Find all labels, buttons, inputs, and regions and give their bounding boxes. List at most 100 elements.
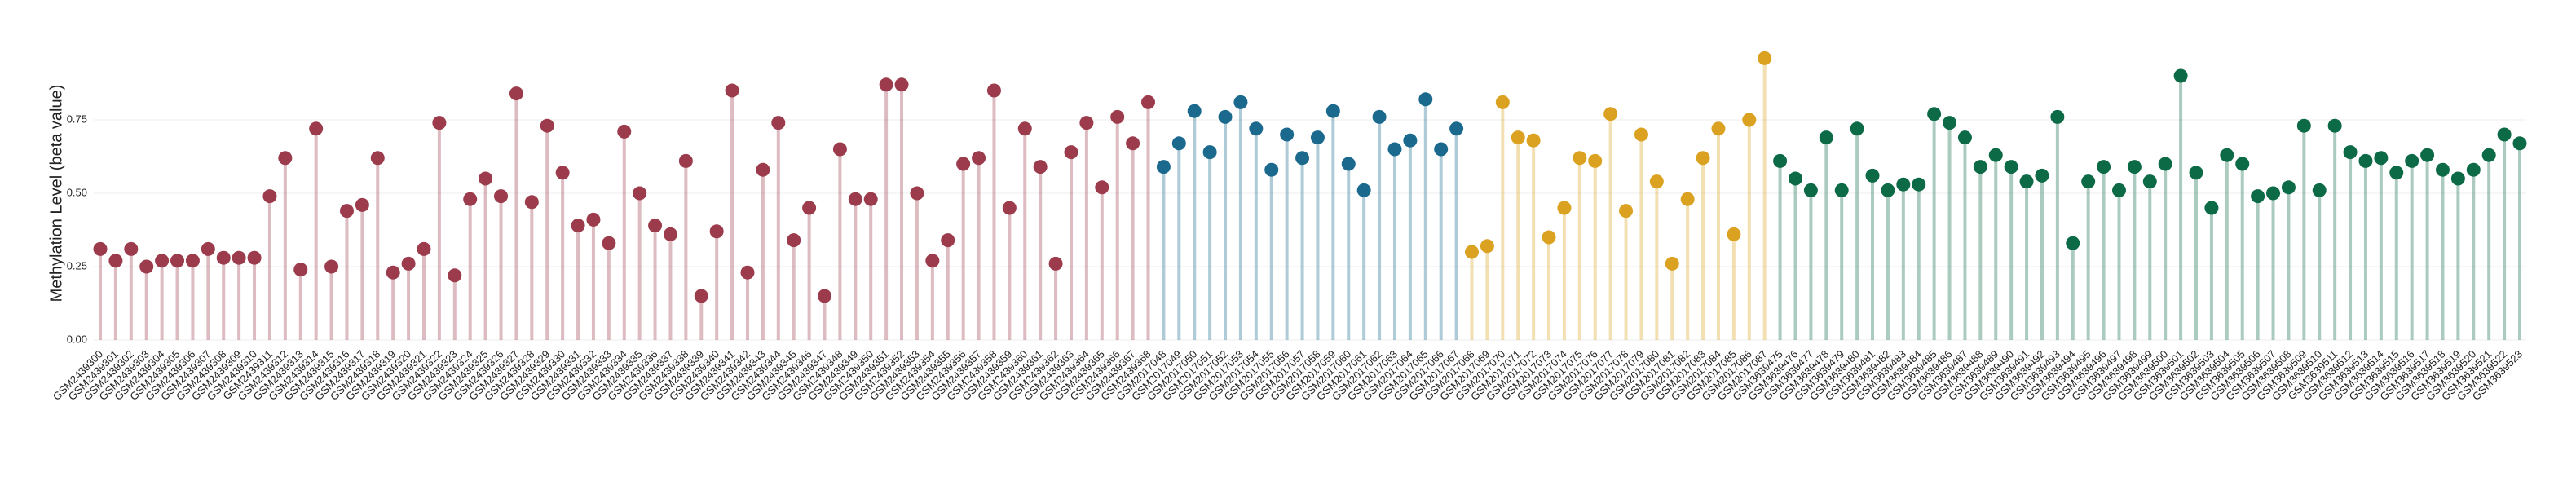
dot: [694, 289, 708, 303]
dot: [309, 121, 324, 136]
dot: [524, 195, 539, 210]
dot: [1773, 153, 1788, 168]
dot: [1002, 201, 1017, 215]
dot: [93, 241, 108, 256]
dot: [201, 241, 215, 256]
dot: [832, 142, 847, 157]
dot: [401, 256, 416, 271]
dot: [1665, 256, 1679, 271]
dot: [956, 157, 971, 171]
dot: [2481, 148, 2496, 162]
dot: [232, 250, 246, 265]
dot: [894, 77, 909, 92]
dot: [1834, 183, 1849, 197]
y-axis-label: Methylation Level (beta value): [47, 85, 65, 303]
dot: [1095, 180, 1109, 195]
dot: [1171, 136, 1186, 151]
dot: [370, 151, 385, 166]
dot: [756, 162, 770, 177]
dot: [2281, 180, 2296, 195]
dot: [1957, 130, 1972, 145]
dot: [2266, 186, 2281, 201]
dot: [2497, 127, 2512, 142]
dot: [1141, 95, 1156, 109]
dot: [185, 254, 200, 268]
dot: [2251, 189, 2265, 204]
dot: [2158, 157, 2172, 171]
dot: [1249, 121, 1264, 136]
dot: [818, 289, 832, 303]
dot: [1927, 107, 1942, 121]
dot: [1341, 157, 1356, 171]
dot: [432, 116, 447, 130]
dot: [2066, 236, 2080, 250]
dot: [1865, 168, 1880, 183]
dot: [2035, 168, 2049, 183]
dot: [1803, 183, 1818, 197]
dot: [1264, 162, 1279, 177]
dot: [2512, 136, 2527, 151]
dot: [293, 263, 308, 277]
dot: [1434, 142, 1449, 157]
dot: [2343, 145, 2358, 160]
dot: [2111, 183, 2126, 197]
dot: [2097, 160, 2111, 174]
dot: [2127, 160, 2142, 174]
dot: [2327, 118, 2342, 133]
dot: [1064, 145, 1078, 160]
dot: [1017, 121, 1032, 136]
dot: [139, 259, 154, 274]
dot: [1711, 121, 1726, 136]
dot: [1218, 109, 1233, 124]
dot: [725, 83, 739, 98]
dot: [633, 186, 647, 201]
dot: [1110, 109, 1125, 124]
dot: [2450, 171, 2465, 186]
dot: [910, 186, 924, 201]
dot: [2420, 148, 2435, 162]
dot: [216, 250, 231, 265]
dot: [463, 192, 478, 206]
dot: [1912, 177, 1926, 192]
dot: [1896, 177, 1911, 192]
dot: [1325, 104, 1340, 118]
dot: [2081, 174, 2096, 189]
dot: [1418, 92, 1433, 107]
dot: [571, 219, 585, 233]
dot: [1881, 183, 1895, 197]
dot: [1758, 51, 1772, 65]
dot: [1973, 160, 1987, 174]
dot: [648, 219, 663, 233]
dot: [986, 83, 1001, 98]
dot: [1649, 174, 1664, 189]
dot: [1603, 107, 1618, 121]
dot: [555, 166, 570, 180]
dot: [771, 116, 786, 130]
y-tick-label: 0.25: [67, 259, 87, 272]
dot: [2220, 148, 2234, 162]
dot: [879, 77, 893, 92]
dot: [740, 265, 755, 280]
dot: [1033, 160, 1048, 174]
dot: [2312, 183, 2327, 197]
dot: [1634, 127, 1648, 142]
dot: [479, 171, 493, 186]
dot: [2435, 162, 2450, 177]
dot: [1126, 136, 1140, 151]
dot: [1079, 116, 1094, 130]
dot: [787, 233, 801, 248]
dot: [1495, 95, 1510, 109]
dot: [417, 241, 431, 256]
dot: [2358, 153, 2373, 168]
dot: [2004, 160, 2018, 174]
dot: [802, 201, 817, 215]
dot: [1727, 227, 1741, 241]
dot: [2204, 201, 2219, 215]
dot: [108, 254, 123, 268]
dot: [2374, 151, 2389, 166]
dot: [1480, 239, 1494, 254]
dot: [1526, 133, 1541, 148]
dot: [2389, 166, 2404, 180]
